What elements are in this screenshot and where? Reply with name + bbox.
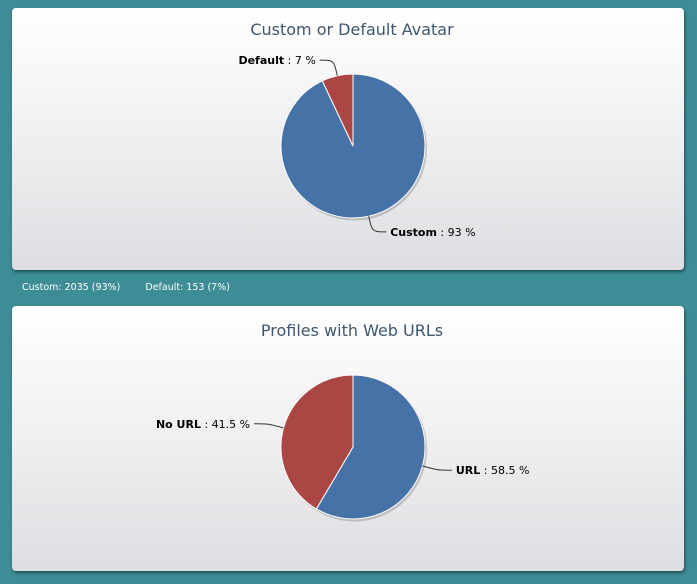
avatar-pie-chart: Custom or Default Avatar Custom : 93 % De… <box>238 20 475 239</box>
slice-value: : 93 % <box>437 226 476 239</box>
slice-category: Custom <box>390 226 437 239</box>
label-connector <box>319 59 338 76</box>
web-url-chart-panel: Profiles with Web URLs URL : 58.5 % No UR… <box>12 306 684 571</box>
web-url-pie <box>280 374 427 522</box>
label-connector <box>254 423 284 429</box>
slice-category: Default <box>238 54 284 67</box>
slice-category: URL <box>456 464 480 477</box>
custom-count: Custom: 2035 (93%) <box>22 282 121 293</box>
default-count: Default: 153 (7%) <box>145 282 230 293</box>
web-url-pie-chart: Profiles with Web URLs URL : 58.5 % No UR… <box>156 321 530 522</box>
pie-slice-default[interactable] <box>321 73 354 147</box>
slice-label-default: Default : 7 % <box>238 54 315 67</box>
slice-value: : 58.5 % <box>480 464 529 477</box>
slice-value: : 41.5 % <box>201 418 250 431</box>
avatar-summary: Custom: 2035 (93%) Default: 153 (7%) <box>22 282 252 293</box>
slice-category: No URL <box>156 418 201 431</box>
slice-label-url: URL : 58.5 % <box>456 464 530 477</box>
slice-label-custom: Custom : 93 % <box>390 226 475 239</box>
avatar-chart-panel: Custom or Default Avatar Custom : 93 % De… <box>12 8 684 270</box>
chart-title: Custom or Default Avatar <box>250 20 454 39</box>
avatar-pie <box>280 73 427 221</box>
pie-slice-no-url[interactable] <box>280 374 354 510</box>
label-connector <box>368 216 387 233</box>
slice-value: : 7 % <box>284 54 316 67</box>
chart-title: Profiles with Web URLs <box>261 321 443 340</box>
slice-label-no-url: No URL : 41.5 % <box>156 418 250 431</box>
label-connector <box>422 465 452 471</box>
